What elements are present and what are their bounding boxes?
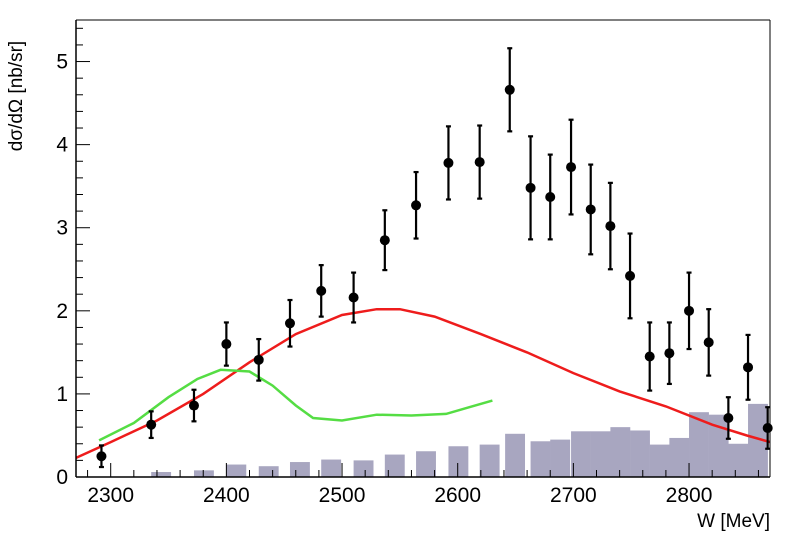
- data-point-group: [253, 337, 264, 382]
- data-point: [625, 270, 636, 281]
- data-point-group: [566, 118, 577, 216]
- histogram-bar: [151, 472, 172, 477]
- data-point-group: [221, 321, 232, 367]
- histogram-bar: [728, 443, 749, 477]
- x-tick-label: 2300: [87, 484, 134, 507]
- histogram-bar: [669, 437, 690, 477]
- x-tick-label: 2700: [550, 484, 597, 507]
- data-point: [188, 400, 199, 411]
- data-point-group: [411, 170, 422, 240]
- data-point: [585, 204, 596, 215]
- red-model-curve: [75, 307, 771, 460]
- points-layer: [96, 47, 773, 469]
- data-point: [504, 84, 515, 95]
- data-point-group: [474, 124, 485, 200]
- data-point-group: [146, 410, 157, 440]
- histogram-bar: [689, 412, 709, 477]
- data-point: [644, 351, 655, 362]
- data-point-group: [664, 321, 675, 386]
- data-point-group: [504, 47, 515, 133]
- histogram-bar: [610, 427, 631, 477]
- data-point: [379, 235, 390, 246]
- histogram-bar: [530, 441, 551, 477]
- data-point-group: [644, 321, 655, 392]
- histogram-bar: [505, 433, 526, 477]
- data-point: [525, 182, 536, 193]
- histogram-bar: [193, 470, 214, 477]
- data-point: [474, 157, 485, 168]
- data-point-group: [316, 264, 327, 318]
- histogram-bar: [708, 414, 729, 477]
- data-point-group: [743, 333, 754, 401]
- y-tick-label: 2: [56, 300, 68, 323]
- data-point-group: [585, 163, 596, 256]
- histogram-bar: [571, 431, 591, 477]
- y-axis-title: dσ/dΩ [nb/sr]: [6, 41, 27, 151]
- histogram-bar: [321, 459, 342, 477]
- data-point-group: [525, 135, 536, 241]
- data-point: [743, 362, 754, 373]
- data-point-group: [625, 232, 636, 320]
- histogram-bar: [226, 464, 247, 477]
- data-point: [146, 419, 157, 430]
- tick-labels: 2300 2400 2500 2600 2700 2800 0 1 2 3 4 5: [56, 51, 712, 507]
- x-tick-label: 2800: [666, 484, 713, 507]
- data-point: [703, 337, 714, 348]
- histogram-bar: [630, 430, 650, 477]
- y-tick-label: 1: [56, 383, 68, 406]
- y-tick-label: 5: [56, 51, 68, 74]
- histogram-bar: [550, 439, 571, 477]
- data-point-group: [545, 153, 556, 241]
- data-point-group: [605, 181, 616, 271]
- data-point: [96, 451, 107, 462]
- data-point: [284, 318, 295, 329]
- curve-layer: [75, 307, 771, 460]
- data-point: [566, 162, 577, 173]
- data-point-group: [723, 396, 734, 440]
- data-point-group: [684, 271, 695, 351]
- data-point: [348, 292, 359, 303]
- histogram-bar: [384, 454, 405, 477]
- histogram-bar: [448, 446, 469, 477]
- data-point: [316, 285, 327, 296]
- data-point: [411, 200, 422, 211]
- y-tick-label: 3: [56, 217, 68, 240]
- histogram-bar: [590, 431, 611, 477]
- data-point: [684, 305, 695, 316]
- histogram-layer: [151, 403, 768, 477]
- axes: [75, 19, 771, 478]
- data-point: [762, 422, 773, 433]
- histogram-bar: [416, 451, 436, 477]
- x-tick-label: 2600: [434, 484, 481, 507]
- data-point-group: [379, 209, 390, 272]
- y-tick-label: 4: [56, 134, 68, 157]
- data-point-group: [443, 125, 454, 201]
- x-tick-label: 2400: [203, 484, 250, 507]
- histogram-bar: [258, 466, 279, 477]
- data-point-group: [188, 388, 199, 423]
- data-point-group: [284, 298, 295, 348]
- histogram-bar: [289, 462, 310, 477]
- x-axis-title: W [MeV]: [697, 511, 770, 532]
- histogram-bar: [649, 444, 670, 477]
- data-point: [605, 221, 616, 232]
- y-tick-label: 0: [56, 466, 68, 489]
- data-point: [221, 339, 232, 350]
- green-model-curve: [98, 368, 493, 442]
- data-point: [664, 348, 675, 359]
- data-point: [253, 354, 264, 365]
- data-point-group: [348, 271, 359, 324]
- x-tick-label: 2500: [319, 484, 366, 507]
- histogram-bar: [479, 444, 500, 477]
- histogram-bar: [748, 403, 768, 477]
- data-point: [545, 191, 556, 202]
- histogram-bar: [353, 460, 374, 477]
- data-point-group: [96, 444, 107, 469]
- data-point: [443, 157, 454, 168]
- data-point: [723, 413, 734, 424]
- data-point-group: [703, 308, 714, 377]
